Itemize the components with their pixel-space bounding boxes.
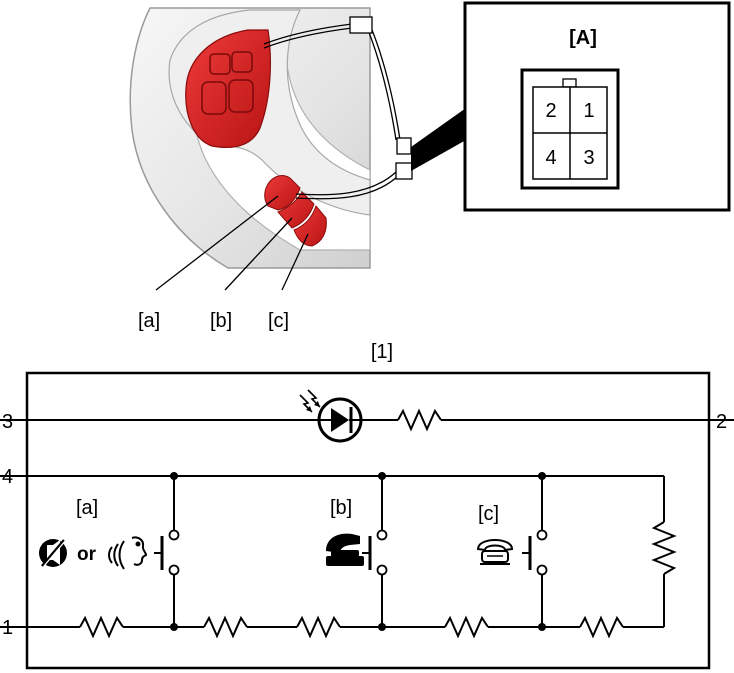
callout-wedge [411, 108, 466, 171]
switch-a-label: [a] [138, 310, 160, 332]
switch-a-shape [264, 175, 301, 211]
resistor-r1 [79, 615, 124, 639]
connector-plug-2 [395, 162, 413, 180]
connector-inset: [A] 2 1 4 3 [463, 1, 731, 212]
connector-latch [562, 78, 577, 88]
resistor-r2 [203, 615, 248, 639]
connector-pin-2: 2 [545, 100, 556, 122]
phone-on-hook-icon [476, 539, 514, 565]
upper-connector-plug [349, 16, 373, 34]
voice-recognition-icon [108, 536, 148, 570]
switch-c-shape [293, 204, 327, 247]
push-switch-a [154, 476, 180, 627]
switch-c-label: [c] [268, 310, 289, 332]
upper-switch-cluster [185, 29, 271, 149]
schematic-switch-b-label: [b] [330, 497, 352, 519]
lower-cable [295, 171, 397, 196]
resistor-r3 [296, 615, 341, 639]
phone-off-hook-icon [326, 533, 364, 566]
resistor-r4 [444, 615, 489, 639]
schematic-title: [1] [371, 341, 393, 363]
connector-pin-3: 3 [583, 147, 594, 169]
switch-b-shape [277, 191, 315, 229]
led-icon [299, 389, 363, 443]
steering-wheel-illustration [129, 7, 466, 291]
switch-b-label: [b] [210, 310, 232, 332]
or-text: or [77, 544, 97, 565]
connector-pin-1: 1 [583, 100, 594, 122]
connector-plug-1 [396, 137, 412, 155]
schematic-switch-c-label: [c] [478, 503, 499, 525]
voice-mute-icon [39, 539, 67, 567]
connector-pin-4: 4 [545, 147, 556, 169]
schematic-switch-a-label: [a] [76, 497, 98, 519]
harness-cable [371, 29, 401, 141]
illumination-resistor [397, 408, 442, 432]
lower-switch-cluster [264, 175, 327, 247]
illumination-circuit [0, 389, 734, 443]
switch-circuit [0, 472, 677, 639]
resistor-r5 [579, 615, 624, 639]
connector-title: [A] [569, 27, 597, 49]
terminating-resistor [651, 521, 677, 575]
push-switch-c [522, 476, 548, 627]
terminal-2-label: 2 [716, 411, 727, 433]
schematic-frame [25, 371, 711, 670]
push-switch-b [362, 476, 388, 627]
upper-cable [263, 23, 353, 45]
terminal-3-label: 3 [2, 411, 13, 433]
